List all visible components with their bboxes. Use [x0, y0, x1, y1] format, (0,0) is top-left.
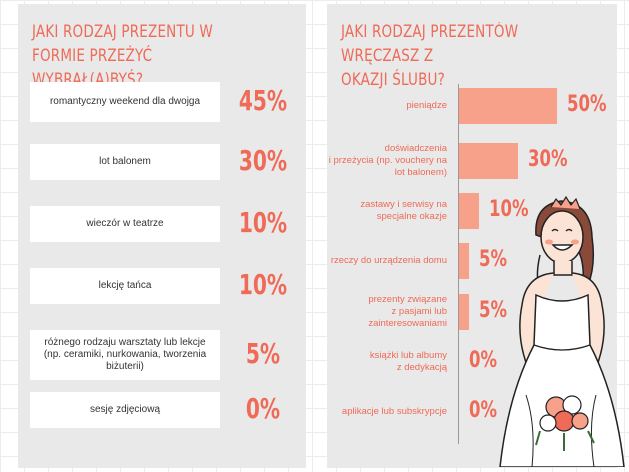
- bar-axis: [458, 84, 459, 444]
- row-percent: 10%: [238, 268, 288, 301]
- bar: [459, 193, 479, 229]
- bar-category-label: doświadczenia i przeżycia (np. vouchery …: [328, 143, 447, 178]
- row-label: lekcję tańca: [30, 268, 220, 304]
- bar: [459, 88, 557, 124]
- bar-category-label: prezenty związane z pasjami lub zaintere…: [368, 294, 447, 329]
- bar-value-label: 0%: [469, 398, 498, 423]
- bar: [459, 294, 469, 330]
- bar-value-label: 30%: [527, 147, 568, 172]
- bar-category-label: rzeczy do urządzenia domu: [330, 255, 447, 266]
- row-label: romantyczny weekend dla dwojga: [30, 82, 220, 122]
- row-label: lot balonem: [30, 144, 220, 180]
- bar-value-label: 5%: [478, 298, 507, 323]
- bride-illustration: [499, 195, 625, 467]
- row-percent: 45%: [238, 84, 288, 117]
- table-row: romantyczny weekend dla dwojga 45%: [18, 82, 306, 122]
- bar-value-label: 10%: [488, 197, 529, 222]
- bar-category-label: pieniądze: [406, 100, 447, 111]
- table-row: różnego rodzaju warsztaty lub lekcje (np…: [18, 330, 306, 380]
- row-label: wieczór w teatrze: [30, 206, 220, 242]
- bar-category-label: książki lub albumy z dedykacją: [369, 350, 447, 373]
- bar-value-label: 0%: [469, 348, 498, 373]
- bar: [459, 243, 469, 279]
- left-panel: JAKI RODZAJ PREZENTU W FORMIE PRZEŻYĆ WY…: [18, 4, 306, 468]
- bar: [459, 143, 518, 179]
- row-percent: 0%: [245, 392, 281, 425]
- row-label: sesję zdjęciową: [30, 392, 220, 428]
- bar-category-label: aplikacje lub subskrypcje: [341, 406, 447, 417]
- row-percent: 30%: [238, 144, 288, 177]
- row-percent: 10%: [238, 206, 288, 239]
- bar-value-label: 50%: [567, 92, 607, 117]
- table-row: sesję zdjęciową 0%: [18, 392, 306, 428]
- table-row: lot balonem 30%: [18, 144, 306, 180]
- table-row: wieczór w teatrze 10%: [18, 206, 306, 242]
- bar-value-label: 5%: [478, 247, 507, 272]
- row-percent: 5%: [245, 337, 281, 370]
- table-row: lekcję tańca 10%: [18, 268, 306, 304]
- right-chart-title: JAKI RODZAJ PREZENTÓW WRĘCZASZ Z OKAZJI …: [341, 22, 519, 89]
- row-label: różnego rodzaju warsztaty lub lekcje (np…: [30, 330, 220, 380]
- bar-category-label: zastawy i serwisy na specjalne okazje: [360, 199, 447, 222]
